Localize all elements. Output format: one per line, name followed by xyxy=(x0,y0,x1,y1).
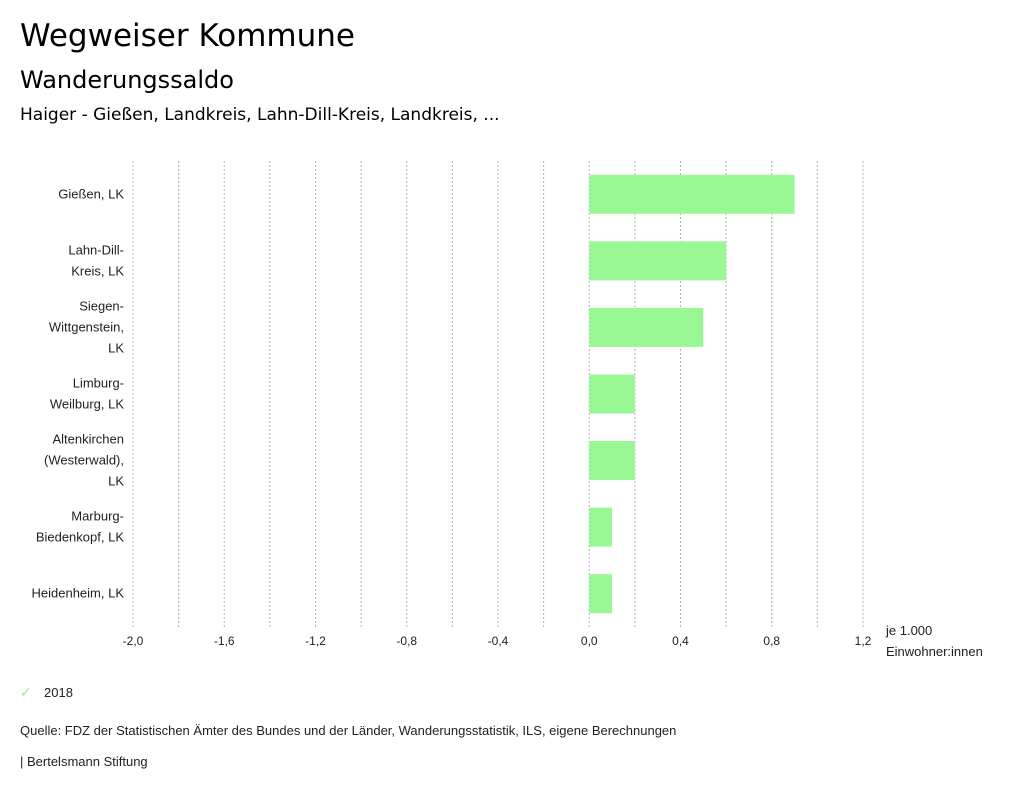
legend-label: 2018 xyxy=(44,685,73,700)
category-label: Biedenkopf, LK xyxy=(36,530,125,545)
category-label: Weilburg, LK xyxy=(50,397,125,412)
x-tick-label: 1,2 xyxy=(855,634,872,648)
category-label: Kreis, LK xyxy=(71,263,124,278)
bar[interactable] xyxy=(589,307,704,347)
category-label: Marburg- xyxy=(71,509,124,524)
category-label: Lahn-Dill- xyxy=(68,242,124,257)
unit-label-line: Einwohner:innen xyxy=(886,644,983,659)
check-icon: ✓ xyxy=(20,684,32,700)
category-label: Heidenheim, LK xyxy=(32,586,125,601)
bar[interactable] xyxy=(589,241,727,281)
category-label: Limburg- xyxy=(73,376,124,391)
category-label: LK xyxy=(108,340,124,355)
unit-label-line: je 1.000 xyxy=(885,623,932,638)
credit-note: | Bertelsmann Stiftung xyxy=(20,754,148,769)
category-labels: Gießen, LK Lahn-Dill- Kreis, LK Siegen- Witt… xyxy=(32,186,125,600)
x-tick-label: -1,2 xyxy=(305,634,326,648)
x-tick-label: 0,8 xyxy=(763,634,780,648)
legend-item-2018[interactable]: ✓ 2018 xyxy=(20,684,73,701)
x-tick-label: 0,0 xyxy=(581,634,598,648)
category-label: Gießen, LK xyxy=(58,186,124,201)
bar[interactable] xyxy=(589,574,613,614)
bar[interactable] xyxy=(589,174,795,214)
gridlines xyxy=(132,161,864,627)
bar[interactable] xyxy=(589,374,635,414)
chart-subtitle: Wanderungssaldo xyxy=(20,66,234,94)
region-selection: Haiger - Gießen, Landkreis, Lahn-Dill-Kr… xyxy=(20,105,500,125)
page-title: Wegweiser Kommune xyxy=(20,18,355,54)
x-tick-label: -0,8 xyxy=(396,634,417,648)
x-axis-tick-labels: -2,0 -1,6 -1,2 -0,8 -0,4 0,0 0,4 0,8 1,2 xyxy=(123,634,872,648)
x-tick-label: -1,6 xyxy=(214,634,235,648)
x-axis-unit-label: je 1.000 Einwohner:innen xyxy=(885,623,983,659)
category-label: (Westerwald), xyxy=(44,453,124,468)
x-tick-label: 0,4 xyxy=(672,634,689,648)
bar[interactable] xyxy=(589,507,613,547)
x-tick-label: -0,4 xyxy=(488,634,509,648)
bar-chart: Gießen, LK Lahn-Dill- Kreis, LK Siegen- Witt… xyxy=(32,161,983,659)
category-label: Siegen- xyxy=(79,298,124,313)
category-label: LK xyxy=(108,474,124,489)
category-label: Wittgenstein, xyxy=(49,319,124,334)
source-note: Quelle: FDZ der Statistischen Ämter des … xyxy=(20,723,677,738)
x-tick-label: -2,0 xyxy=(123,634,144,648)
bars xyxy=(589,174,795,614)
bar[interactable] xyxy=(589,441,635,481)
category-label: Altenkirchen xyxy=(52,432,124,447)
